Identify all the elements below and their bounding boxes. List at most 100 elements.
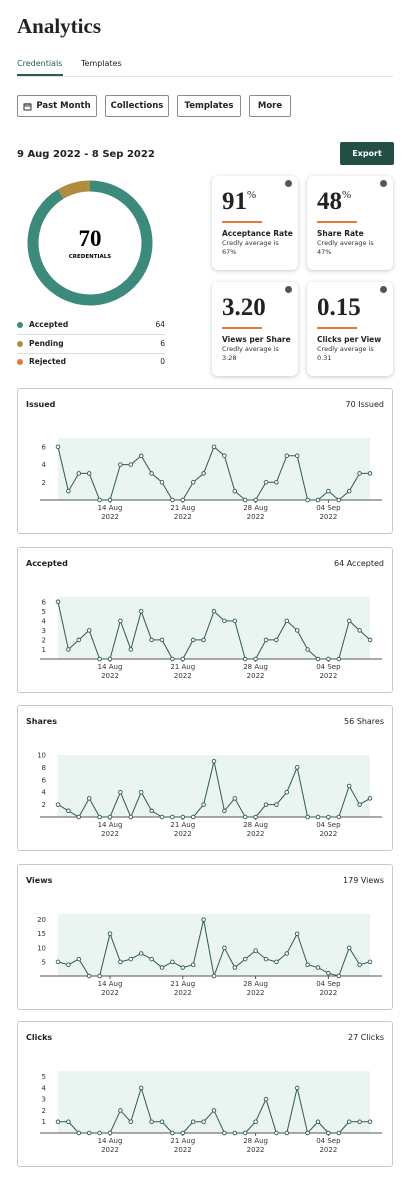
data-point bbox=[97, 1130, 102, 1136]
chart-total: 179 Views bbox=[343, 876, 384, 885]
x-tick-label: 21 Aug 2022 bbox=[170, 1137, 196, 1154]
data-point bbox=[159, 637, 165, 643]
data-point bbox=[232, 1130, 238, 1136]
data-point bbox=[357, 802, 362, 807]
plot-area bbox=[58, 1071, 370, 1133]
data-point bbox=[315, 965, 321, 970]
data-point bbox=[170, 1130, 175, 1136]
data-point bbox=[253, 1119, 258, 1124]
data-point bbox=[180, 1130, 186, 1136]
data-point bbox=[107, 497, 113, 503]
chart-panel: Accepted 64 Accepted 1 2 3 4 5 6 14 Aug 2022 21 A… bbox=[17, 547, 393, 693]
data-point bbox=[118, 618, 123, 624]
data-point bbox=[149, 471, 154, 476]
data-point bbox=[149, 1119, 154, 1124]
data-point bbox=[274, 802, 279, 807]
filter-button[interactable]: More bbox=[249, 95, 291, 117]
legend-dot bbox=[17, 359, 23, 365]
x-tick-label: 28 Aug 2022 bbox=[243, 663, 268, 680]
data-point bbox=[76, 956, 82, 962]
y-tick-label: 1 bbox=[42, 646, 46, 654]
data-point bbox=[86, 973, 92, 979]
tab-indicator bbox=[17, 74, 63, 76]
legend-dot bbox=[17, 340, 23, 347]
info-icon[interactable] bbox=[380, 180, 387, 187]
stat-value: 3.20 bbox=[222, 294, 266, 322]
data-point bbox=[180, 497, 186, 503]
data-point bbox=[201, 1119, 206, 1124]
data-point bbox=[232, 796, 238, 801]
data-point bbox=[263, 802, 269, 807]
y-tick-label: 2 bbox=[42, 801, 46, 809]
data-point bbox=[222, 808, 227, 814]
data-point bbox=[367, 471, 373, 476]
y-tick-label: 4 bbox=[42, 1084, 47, 1092]
data-point bbox=[66, 488, 71, 494]
filter-button[interactable]: Templates bbox=[177, 95, 241, 117]
data-point bbox=[367, 959, 373, 965]
page-title: Analytics bbox=[17, 14, 101, 38]
stat-card: 48% Share Rate Credly average is 47% bbox=[307, 176, 393, 270]
data-point bbox=[190, 637, 196, 643]
info-icon[interactable] bbox=[380, 286, 387, 293]
tab-active[interactable]: Credentials bbox=[17, 59, 63, 68]
stat-note: Credly average is 3.28 bbox=[222, 345, 279, 362]
data-point bbox=[253, 497, 258, 503]
data-point bbox=[107, 814, 113, 820]
data-point bbox=[336, 656, 342, 662]
data-point bbox=[128, 462, 134, 467]
plot-area bbox=[58, 597, 370, 659]
data-point bbox=[190, 962, 196, 967]
data-point bbox=[138, 951, 144, 956]
data-point bbox=[86, 628, 92, 633]
data-point bbox=[66, 962, 71, 967]
data-point bbox=[294, 931, 300, 936]
data-point bbox=[336, 497, 342, 503]
data-point bbox=[284, 453, 290, 458]
y-tick-label: 3 bbox=[42, 627, 46, 635]
donut-center-value: 70 bbox=[79, 226, 102, 251]
info-icon[interactable] bbox=[285, 180, 292, 187]
line-chart: 1 2 3 4 5 bbox=[40, 1071, 382, 1136]
data-point bbox=[315, 656, 321, 662]
data-point bbox=[242, 497, 248, 503]
stat-value: 91% bbox=[222, 188, 256, 216]
data-point bbox=[294, 628, 300, 633]
legend-value: 64 bbox=[155, 320, 165, 329]
chart-total: 64 Accepted bbox=[334, 559, 384, 568]
y-tick-label: 2 bbox=[42, 479, 46, 487]
stat-number: 48 bbox=[317, 188, 342, 215]
accent-bar bbox=[317, 327, 357, 329]
export-button[interactable]: Export bbox=[340, 142, 394, 165]
x-tick-label: 14 Aug 2022 bbox=[97, 1137, 123, 1154]
y-tick-label: 2 bbox=[42, 1107, 46, 1115]
stat-note: Credly average is 0.31 bbox=[317, 345, 374, 362]
data-point bbox=[294, 453, 300, 458]
info-icon[interactable] bbox=[285, 286, 292, 293]
tab[interactable]: Templates bbox=[81, 59, 122, 68]
data-point bbox=[97, 497, 102, 503]
filter-button[interactable]: Past Month bbox=[17, 95, 97, 117]
data-point bbox=[86, 1130, 92, 1136]
y-tick-label: 20 bbox=[37, 916, 46, 924]
data-point bbox=[211, 609, 217, 614]
y-tick-label: 15 bbox=[37, 930, 46, 938]
data-point bbox=[118, 789, 123, 795]
data-point bbox=[222, 945, 227, 951]
stat-number: 3.20 bbox=[222, 294, 266, 321]
donut-center-label: CREDENTIALS bbox=[69, 254, 112, 260]
data-point bbox=[55, 444, 61, 450]
stat-card: 3.20 Views per Share Credly average is 3… bbox=[212, 282, 298, 376]
donut-segment bbox=[27, 180, 153, 306]
data-point bbox=[305, 962, 310, 967]
y-tick-label: 4 bbox=[42, 461, 47, 469]
chart-total: 70 Issued bbox=[345, 400, 385, 409]
chart-title: Views bbox=[26, 876, 53, 885]
data-point bbox=[190, 814, 196, 820]
stat-number: 91 bbox=[222, 188, 247, 215]
chart-title: Shares bbox=[26, 717, 57, 726]
data-point bbox=[232, 488, 238, 494]
filter-button[interactable]: Collections bbox=[105, 95, 169, 117]
data-point bbox=[97, 656, 102, 662]
chart-title: Accepted bbox=[26, 559, 68, 568]
